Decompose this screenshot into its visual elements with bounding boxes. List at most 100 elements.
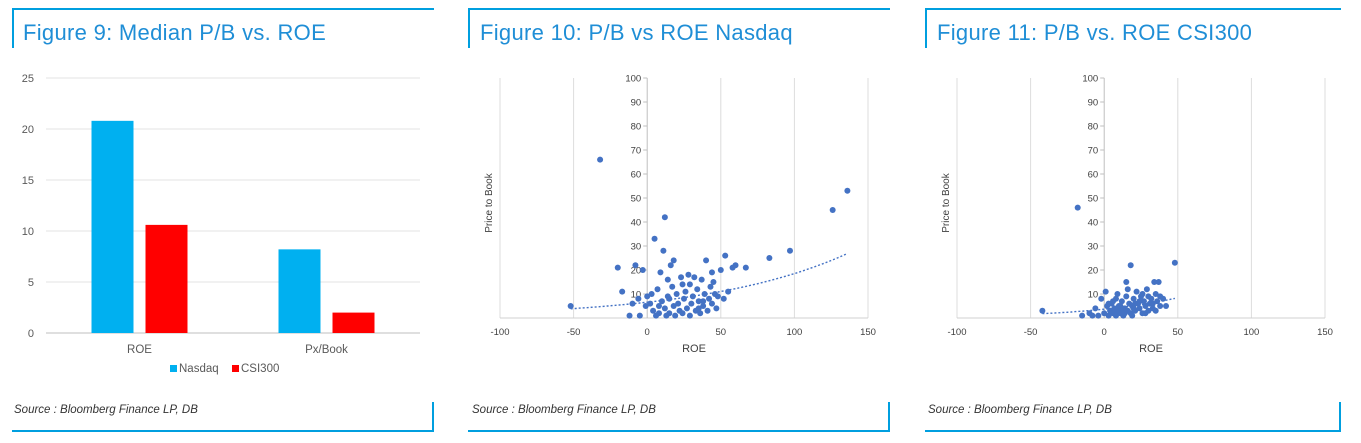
x-tick-label: 50 — [716, 327, 727, 338]
x-tick-label: 50 — [1173, 327, 1184, 338]
scatter-point — [681, 295, 687, 302]
scatter-point — [695, 305, 702, 312]
scatter-point — [635, 295, 642, 302]
scatter-point — [701, 291, 708, 297]
scatter-point — [742, 264, 749, 271]
scatter-point — [642, 303, 649, 309]
panel-bottom-rule — [925, 430, 1341, 432]
panel-left-rule — [925, 8, 927, 48]
scatter-point — [1095, 312, 1102, 319]
scatter-point — [691, 274, 698, 281]
panel-left-rule — [12, 8, 14, 48]
scatter-point — [1136, 305, 1143, 312]
figure-10-panel: Figure 10: P/B vs ROE Nasdaq 10 20 30 40 50 6… — [466, 0, 896, 443]
scatter-point — [669, 283, 676, 290]
x-tick-label: -100 — [490, 327, 509, 338]
scatter-point — [1145, 293, 1152, 300]
x-tick-label: 150 — [1317, 327, 1333, 338]
scatter-point — [1118, 298, 1125, 305]
panel-right-rule — [888, 402, 890, 432]
scatter-point — [632, 262, 639, 269]
scatter-point — [1112, 312, 1119, 319]
y-tick-label: 10 — [1088, 290, 1099, 301]
scatter-point — [1089, 312, 1096, 319]
scatter-point — [689, 293, 696, 300]
scatter-point — [722, 252, 729, 259]
scatter-point — [683, 305, 690, 312]
panel-top-rule — [468, 8, 890, 10]
scatter-point — [1157, 293, 1164, 300]
y-axis-title: Price to Book — [941, 172, 952, 232]
scatter-point — [1101, 310, 1108, 317]
y-tick-label: 20 — [631, 266, 642, 277]
scatter-point — [720, 295, 727, 302]
scatter-point — [639, 267, 646, 273]
scatter-point — [664, 293, 671, 300]
x-tick-label: -100 — [947, 327, 966, 338]
scatter-point — [655, 310, 662, 317]
x-tick-label: 100 — [1243, 327, 1259, 338]
figure-11-source: Source : Bloomberg Finance LP, DB — [928, 404, 1112, 416]
bar-nasdaq-roe — [91, 120, 134, 333]
y-tick-label: 80 — [631, 122, 642, 133]
scatter-point — [1123, 293, 1130, 300]
scatter-point — [666, 310, 673, 317]
bar-csi300-roe — [145, 224, 188, 333]
scatter-point — [700, 298, 707, 305]
scatter-point — [725, 288, 732, 295]
x-tick-label: 0 — [645, 327, 650, 338]
scatter-point — [660, 247, 667, 254]
scatter-point — [670, 257, 677, 264]
panel-right-rule — [1339, 402, 1341, 432]
scatter-point — [708, 300, 715, 307]
scatter-point — [1149, 300, 1156, 307]
y-tick-label: 70 — [1088, 146, 1099, 157]
scatter-point — [685, 271, 692, 278]
y-tick-label: 40 — [631, 218, 642, 229]
scatter-point — [626, 312, 633, 319]
scatter-point — [1142, 303, 1149, 309]
scatter-point — [679, 281, 686, 288]
panel-bottom-rule — [12, 430, 434, 432]
scatter-point — [670, 303, 677, 309]
scatter-point — [664, 276, 671, 283]
scatter-point — [644, 293, 651, 300]
y-tick-label: 40 — [1088, 218, 1099, 229]
x-tick-label: Px/Book — [305, 344, 348, 356]
scatter-point — [1143, 286, 1150, 293]
scatter-point — [708, 269, 715, 276]
y-tick-label: 90 — [631, 98, 642, 109]
scatter-point — [1163, 303, 1170, 309]
figure-9-panel: Figure 9: Median P/B vs. ROE 0 5 10 15 20 25 R… — [0, 0, 440, 443]
x-tick-label: 150 — [860, 327, 876, 338]
scatter-point — [629, 300, 636, 307]
x-tick-label: 0 — [1102, 327, 1107, 338]
scatter-point — [1130, 305, 1137, 312]
scatter-point — [1142, 310, 1149, 317]
scatter-point — [661, 214, 668, 221]
scatter-point — [678, 274, 685, 281]
y-axis-title: Price to Book — [484, 172, 495, 232]
y-tick-label: 60 — [631, 170, 642, 181]
scatter-point — [1098, 295, 1105, 302]
figure-9-title: Figure 9: Median P/B vs. ROE — [23, 20, 327, 45]
panel-right-rule — [432, 402, 434, 432]
x-tick-label: -50 — [567, 327, 581, 338]
scatter-point — [766, 255, 773, 261]
scatter-point — [675, 300, 682, 307]
y-tick-label: 30 — [631, 242, 642, 253]
scatter-point — [567, 303, 574, 309]
scatter-point — [1074, 204, 1081, 211]
scatter-point — [597, 156, 604, 163]
figure-11-scatter-chart: 10 20 30 40 50 60 70 80 90 100 -100 -50 0 50 100 150 ROE… — [941, 74, 1333, 356]
scatter-point — [717, 267, 724, 273]
scatter-point — [694, 286, 701, 293]
scatter-point — [1133, 288, 1140, 295]
y-tick-label: 50 — [631, 194, 642, 205]
scatter-point — [710, 279, 717, 285]
bar-nasdaq-pxbook — [278, 249, 321, 333]
figure-10-source: Source : Bloomberg Finance LP, DB — [472, 404, 656, 416]
scatter-point — [1132, 300, 1139, 307]
scatter-point — [1039, 307, 1046, 314]
y-tick-label: 10 — [22, 226, 34, 238]
